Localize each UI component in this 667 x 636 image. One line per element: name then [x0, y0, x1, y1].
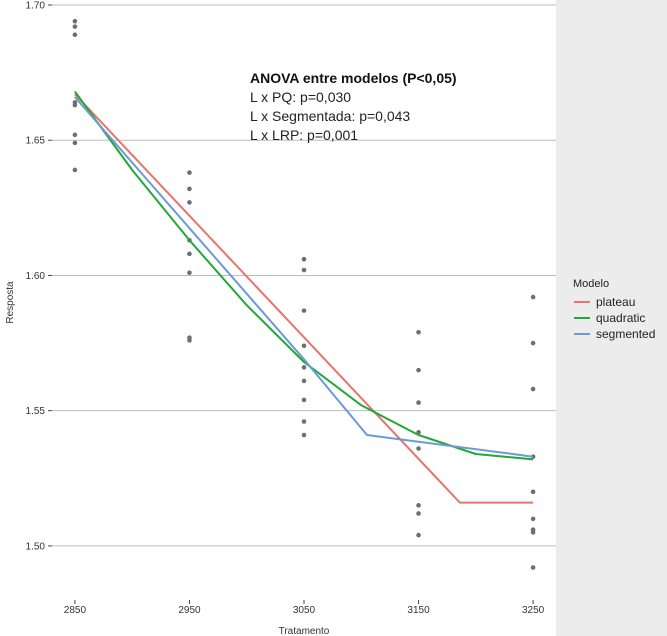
legend-entries: plateau quadratic segmented — [574, 295, 655, 341]
observation-point — [301, 256, 307, 262]
series-line-segmented — [74, 96, 534, 458]
legend-title: Modelo — [573, 278, 609, 290]
observation-point — [187, 200, 192, 205]
observation-point — [187, 186, 192, 192]
observation-point — [72, 102, 78, 108]
observation-point — [416, 367, 421, 373]
legend-label-plateau: plateau — [596, 295, 635, 309]
legend: Modelo plateau quadratic segmented — [573, 278, 655, 341]
observation-point — [301, 308, 307, 313]
y-axis-ticks: 1.50 1.55 1.60 1.65 1.70 — [26, 1, 52, 552]
observation-point — [301, 378, 307, 384]
annotation-title: ANOVA entre modelos (P<0,05) — [250, 70, 457, 86]
observation-point — [530, 565, 536, 570]
observation-point — [301, 397, 307, 403]
observation-point — [301, 343, 307, 349]
model-curves — [74, 90, 534, 504]
x-axis-title: Tratamento — [279, 626, 330, 636]
observation-point — [416, 446, 421, 451]
gridlines — [52, 4, 556, 547]
observation-point — [416, 511, 421, 516]
observation-point — [72, 132, 78, 138]
observation-point — [187, 170, 192, 175]
x-tick-label: 2950 — [178, 605, 201, 616]
legend-label-segmented: segmented — [596, 327, 655, 341]
x-tick-label: 3150 — [407, 605, 430, 616]
observation-point — [187, 270, 192, 276]
observation-point — [187, 338, 192, 343]
x-tick-label: 2850 — [64, 605, 87, 616]
observation-point — [72, 167, 78, 173]
annotation-line-pq: L x PQ: p=0,030 — [250, 89, 351, 105]
x-tick-label: 3250 — [522, 605, 545, 616]
observation-point — [416, 532, 421, 538]
observation-point — [530, 516, 536, 522]
observation-point — [72, 32, 78, 38]
observation-point — [301, 432, 307, 438]
observation-point — [530, 489, 536, 495]
observation-point — [530, 530, 536, 535]
observation-point — [416, 503, 421, 508]
x-tick-label: 3050 — [293, 605, 316, 616]
observation-point — [301, 419, 307, 424]
observation-points — [72, 18, 536, 570]
observation-point — [72, 24, 78, 29]
anova-annotation: ANOVA entre modelos (P<0,05) L x PQ: p=0… — [250, 70, 457, 143]
plot-panel — [52, 5, 556, 600]
observation-point — [416, 329, 421, 335]
observation-point — [301, 365, 307, 370]
observation-point — [416, 400, 421, 405]
observation-point — [72, 140, 78, 146]
legend-label-quadratic: quadratic — [596, 311, 645, 325]
y-tick-label: 1.70 — [26, 1, 46, 12]
annotation-line-lrp: L x LRP: p=0,001 — [250, 127, 358, 143]
y-axis-title: Resposta — [5, 281, 16, 324]
observation-point — [530, 386, 536, 392]
series-line-plateau — [74, 93, 534, 504]
x-axis-ticks: 2850 2950 3050 3150 3250 — [64, 600, 545, 616]
observation-point — [530, 294, 536, 300]
observation-point — [530, 340, 536, 346]
y-tick-label: 1.50 — [26, 541, 46, 552]
y-tick-label: 1.65 — [26, 136, 46, 147]
observation-point — [72, 18, 78, 24]
y-tick-label: 1.55 — [26, 406, 46, 417]
observation-point — [301, 267, 307, 273]
annotation-line-segmentada: L x Segmentada: p=0,043 — [250, 108, 410, 124]
y-tick-label: 1.60 — [26, 271, 46, 282]
observation-point — [187, 251, 192, 257]
